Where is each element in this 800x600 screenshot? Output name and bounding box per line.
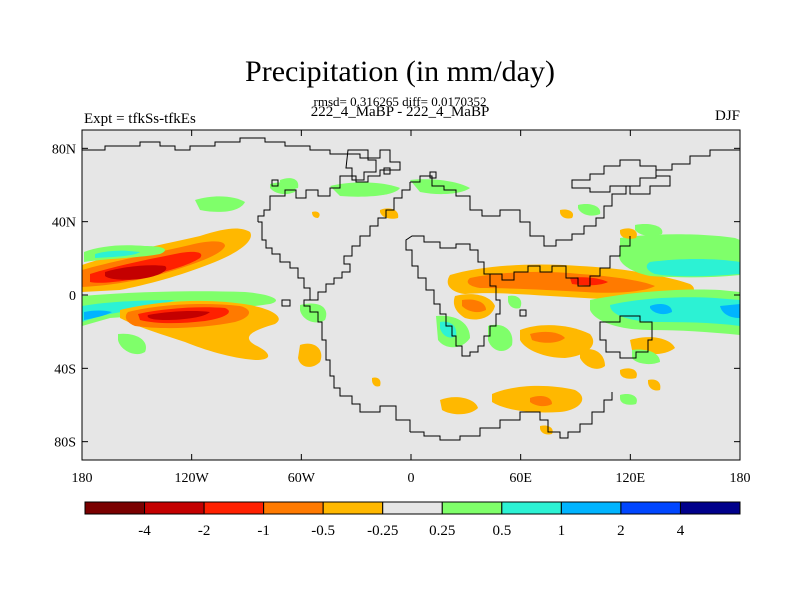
anomaly-south-atlantic-dry-small — [372, 377, 381, 387]
colorbar-swatch — [560, 501, 622, 515]
lon-tick-label: 120W — [175, 471, 210, 486]
anomaly-western-pacific-wet-core — [646, 259, 740, 277]
axis-ticks: 80N 40N 0 40S 80S 180 120W 60W 0 60E 120E 180 — [52, 130, 751, 486]
anomaly-north-atlantic-dry — [380, 208, 399, 219]
colorbar-swatch — [501, 501, 562, 515]
anomaly-subtropical-dry — [312, 211, 320, 218]
lat-tick-label: 0 — [69, 289, 76, 304]
lat-tick-label: 80S — [54, 436, 76, 451]
anomaly-southern-ocean-core — [530, 396, 552, 407]
colorbar-swatch — [620, 501, 681, 515]
experiment-label: Expt = tfkSs-tfkEs — [84, 111, 196, 127]
anomaly-labrador-wet — [280, 178, 299, 189]
anomaly-southern-africa-wet — [508, 295, 522, 309]
colorbar-label: -0.25 — [367, 523, 398, 539]
anomaly-indian-ocean-mid — [530, 331, 565, 343]
anomaly-indian-wet-peak-east — [720, 304, 740, 318]
coast-americas-west — [258, 221, 411, 432]
coast-australia — [599, 315, 653, 359]
coast-antarctica — [410, 392, 613, 441]
colorbar-label: -0.5 — [311, 523, 335, 539]
colorbar-swatch — [263, 501, 324, 515]
colorbar-swatch — [679, 501, 741, 515]
colorbar-swatch — [203, 501, 265, 515]
lon-tick-label: 180 — [72, 471, 93, 486]
coast-small-islands — [271, 167, 527, 317]
colorbar-label: 4 — [677, 523, 685, 539]
anomaly-indian-wet-peak — [650, 304, 672, 315]
colorbar-label: -4 — [138, 523, 151, 539]
colorbar-label: -2 — [198, 523, 211, 539]
colorbar-swatch — [322, 501, 384, 515]
anomaly-mozambique-wet — [488, 324, 513, 352]
anomaly-madagascar-dry — [580, 348, 605, 369]
lon-tick-label: 60W — [288, 471, 316, 486]
colorbar-swatch — [382, 501, 443, 515]
colorbar-swatch — [144, 501, 205, 515]
anomaly-north-pacific-core — [105, 265, 167, 280]
anomaly-indian-wet-mid — [610, 297, 740, 326]
coast-arctic — [82, 137, 401, 222]
lat-tick-label: 40N — [52, 216, 76, 231]
anomaly-north-pacific-wet-core — [95, 250, 140, 258]
anomaly-north-atlantic-wet — [330, 182, 400, 197]
lon-tick-label: 0 — [408, 471, 415, 486]
anomaly-east-africa-mid — [462, 299, 486, 313]
anomaly-north-pacific-far-wet — [578, 204, 601, 216]
anomaly-north-pacific-far-dry — [560, 209, 574, 219]
lon-tick-label: 60E — [509, 471, 532, 486]
anomaly-south-pacific-core — [147, 311, 210, 320]
anomaly-africa-indian-mid — [467, 271, 655, 293]
anomaly-northeast-asia-wet — [635, 224, 663, 237]
coastlines — [82, 137, 740, 441]
lon-tick-label: 180 — [730, 471, 751, 486]
plot-subtitle: 222_4_MaBP - 222_4_MaBP — [310, 104, 490, 120]
anomaly-northeast-asia-dry — [620, 228, 637, 239]
anomaly-south-pacific-wet — [118, 333, 146, 355]
anomaly-africa-indian-low — [570, 277, 608, 286]
anomaly-southern-ocean-west — [440, 397, 478, 415]
coast-asia-south — [490, 236, 631, 287]
plot-title: Precipitation (in mm/day) — [245, 55, 555, 88]
coast-greenland — [345, 149, 377, 181]
colorbar: -4 -2 -1 -0.5 -0.25 0.25 0.5 1 2 4 — [84, 501, 741, 539]
anomaly-southern-ocean-wet — [620, 394, 637, 405]
colorbar-swatch — [84, 501, 146, 515]
colorbar-swatch — [441, 501, 503, 515]
anomaly-caribbean-wet — [300, 303, 327, 323]
anomaly-equatorial-wet-peak — [84, 310, 112, 320]
colorbar-label: -1 — [257, 523, 270, 539]
coast-americas-east — [310, 182, 411, 301]
anomaly-australia-wet — [632, 349, 660, 365]
colorbar-label: 1 — [558, 523, 566, 539]
colorbar-label: 2 — [617, 523, 625, 539]
coast-northeast-asia — [571, 159, 671, 195]
colorbar-label: 0.25 — [429, 523, 455, 539]
season-label: DJF — [714, 108, 740, 124]
anomaly-andes-dry — [298, 343, 322, 367]
anomaly-nw-atlantic-wet — [195, 196, 245, 212]
lon-tick-label: 120E — [616, 471, 646, 486]
anomaly-southeast-dry — [620, 368, 637, 379]
stats-line: rmsd= 0.316265 diff= 0.0170352 — [313, 94, 487, 109]
colorbar-label: 0.5 — [492, 523, 511, 539]
lat-tick-label: 80N — [52, 142, 76, 157]
lat-tick-label: 40S — [54, 362, 76, 377]
anomaly-southern-ocean-east — [648, 379, 661, 391]
coast-africa — [405, 235, 501, 357]
